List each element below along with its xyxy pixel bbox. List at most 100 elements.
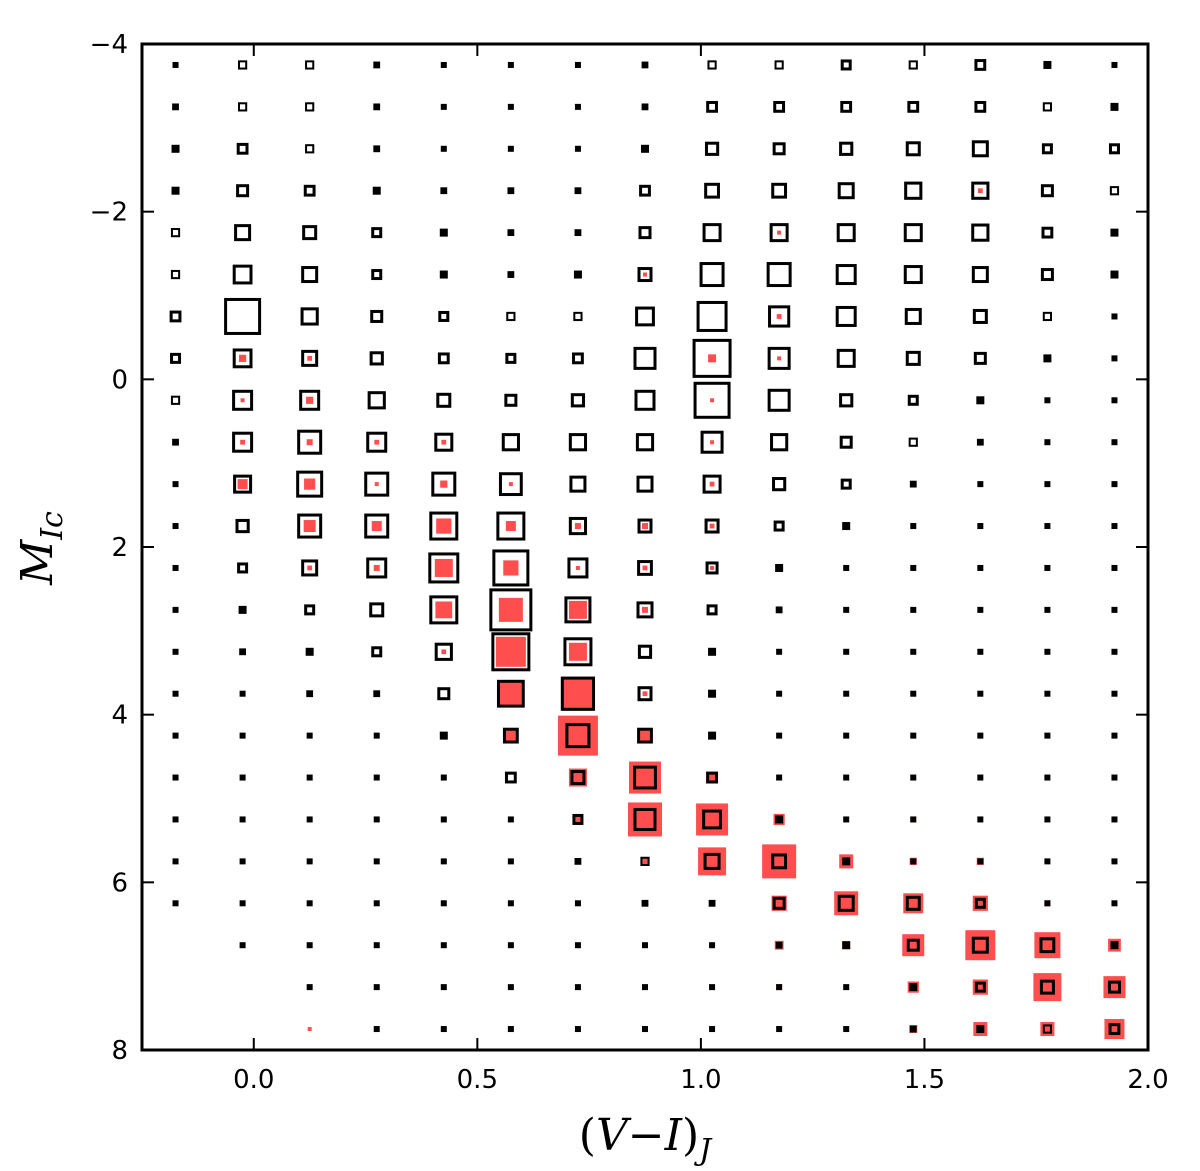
black-bin-square [634, 389, 656, 411]
red-bin-square [643, 272, 647, 277]
red-bin-square [575, 565, 580, 570]
black-bin-square [439, 270, 448, 279]
red-bin-square [696, 803, 729, 836]
black-bin-square [775, 941, 783, 949]
black-bin-square [843, 774, 850, 781]
black-bin-square [563, 637, 593, 667]
black-bin-square [306, 816, 313, 823]
black-bin-square [373, 942, 380, 949]
black-bin-square [232, 264, 253, 285]
black-bin-square [708, 899, 716, 907]
red-bin-square [642, 691, 648, 697]
black-bin-square [172, 481, 179, 488]
y-tick-label: −2 [90, 198, 128, 228]
black-bin-square [974, 59, 987, 71]
black-bin-square [641, 144, 649, 153]
black-bin-square [776, 1026, 783, 1033]
black-bin-square [373, 61, 381, 69]
black-bin-square [977, 523, 984, 530]
black-bin-square [574, 900, 581, 907]
black-bin-square [232, 348, 253, 369]
black-bin-square [172, 648, 179, 655]
red-bin-square [557, 715, 598, 756]
black-bin-square [560, 676, 596, 711]
black-bin-square [843, 732, 850, 739]
red-bin-square [902, 934, 925, 957]
black-bin-square [910, 690, 917, 697]
black-bin-square [233, 474, 253, 494]
black-bin-square [224, 297, 262, 335]
black-bin-square [910, 648, 917, 655]
black-bin-square [971, 223, 990, 242]
black-bin-square [1044, 606, 1051, 613]
black-bin-square [431, 471, 457, 497]
red-bin-square [710, 440, 715, 445]
black-bin-square [507, 942, 514, 949]
black-bin-square [1041, 143, 1053, 155]
black-bin-square [301, 266, 319, 284]
black-bin-square [306, 732, 313, 739]
black-bin-square [1108, 143, 1120, 155]
black-bin-square [502, 727, 519, 744]
black-bin-square [297, 429, 323, 455]
black-bin-square [1111, 523, 1118, 530]
black-bin-square [1111, 355, 1118, 362]
black-bin-square [170, 269, 181, 280]
x-axis-title-var2: I [664, 1110, 684, 1161]
black-bin-square [768, 305, 791, 328]
black-bin-square [306, 858, 313, 865]
black-bin-square [437, 352, 450, 365]
red-bin-square [505, 730, 517, 742]
black-bin-square [239, 648, 246, 656]
black-bin-square [574, 61, 581, 68]
black-bin-square [910, 816, 917, 823]
y-tick-label: 4 [111, 701, 128, 731]
black-bin-square [172, 103, 179, 111]
black-bin-square [1041, 226, 1054, 239]
black-bin-square [234, 224, 252, 242]
black-bin-square [904, 307, 922, 325]
black-bin-square [972, 308, 988, 324]
black-bin-square [366, 557, 388, 579]
black-bin-square [640, 856, 650, 866]
black-bin-square [771, 853, 788, 870]
black-bin-square [172, 900, 179, 907]
black-bin-square [492, 549, 530, 587]
red-bin-square [495, 636, 526, 667]
black-bin-square [170, 352, 182, 364]
black-bin-square [905, 350, 921, 366]
black-bin-square [172, 438, 179, 446]
black-bin-square [371, 646, 383, 658]
black-bin-square [693, 381, 731, 419]
red-bin-square [307, 1027, 312, 1032]
black-bin-square [708, 647, 717, 656]
black-bin-square [238, 605, 247, 614]
black-bin-square [437, 687, 451, 701]
black-bin-square [239, 732, 246, 739]
black-bin-square [238, 60, 248, 70]
black-bin-square [977, 606, 984, 613]
x-axis-title-minus: − [628, 1110, 665, 1161]
black-bin-square [767, 346, 791, 370]
black-bin-square [637, 686, 653, 702]
black-bin-square [172, 564, 179, 571]
black-bin-square [172, 858, 179, 865]
black-bin-square [366, 431, 388, 453]
black-bin-square [440, 1026, 447, 1033]
black-bin-square [1044, 900, 1051, 907]
black-bin-square [504, 393, 518, 407]
black-bin-square [843, 606, 850, 613]
black-bin-square [909, 983, 918, 992]
black-bin-square [839, 393, 854, 408]
black-bin-square [905, 141, 921, 157]
black-bin-square [171, 186, 180, 195]
red-bin-square [306, 396, 314, 404]
y-tick-label: −4 [90, 30, 128, 60]
red-bin-square [237, 479, 248, 490]
black-bin-square [908, 437, 918, 447]
black-bin-square [839, 141, 854, 156]
black-bin-square [1111, 61, 1118, 68]
black-bin-square [172, 690, 179, 697]
black-bin-square [569, 475, 587, 493]
black-bin-square [498, 472, 523, 497]
